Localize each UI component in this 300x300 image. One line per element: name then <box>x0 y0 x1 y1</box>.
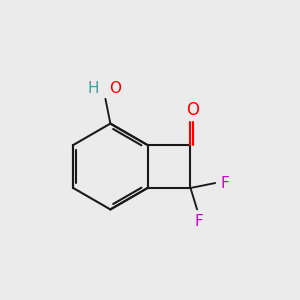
Text: F: F <box>220 176 229 190</box>
Text: O: O <box>109 81 121 96</box>
Text: F: F <box>194 214 203 230</box>
Text: O: O <box>186 100 199 118</box>
Text: H: H <box>87 81 99 96</box>
